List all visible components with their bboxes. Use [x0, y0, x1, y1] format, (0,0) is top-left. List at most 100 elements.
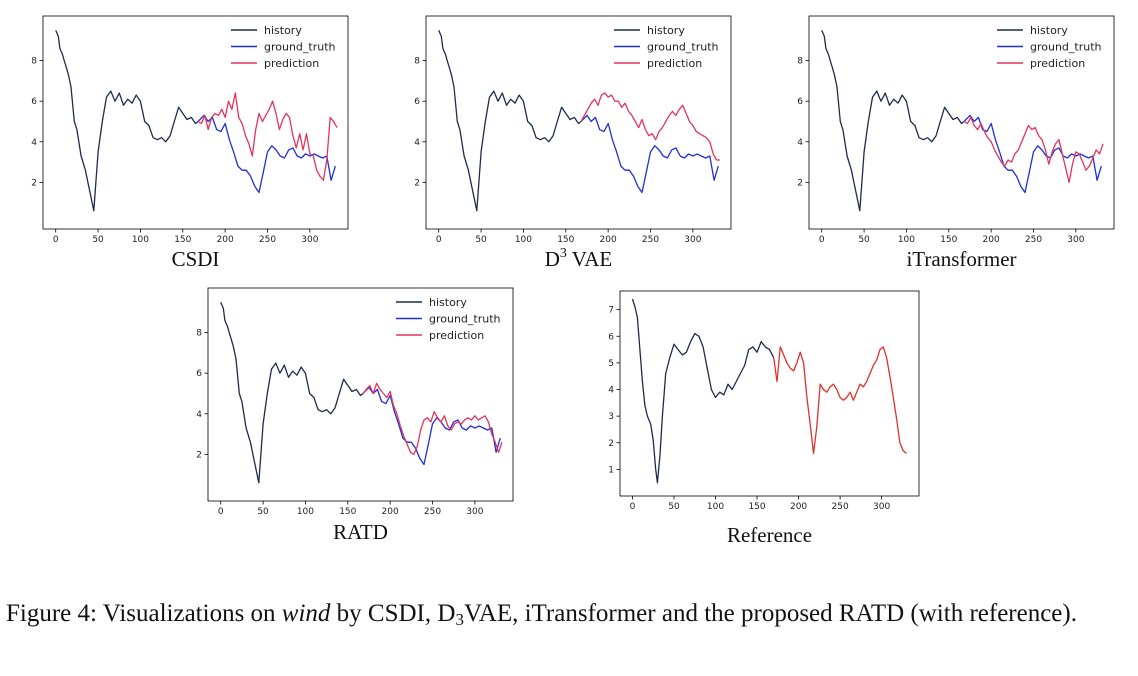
legend-label-prediction: prediction: [264, 57, 319, 70]
x-tick-label: 100: [297, 507, 314, 517]
panel-title: D3 VAE: [545, 246, 613, 271]
series-line-prediction: [580, 92, 720, 161]
legend: history ground_truth prediction: [231, 24, 336, 70]
series-line-history: [438, 29, 582, 212]
series-line-history: [631, 298, 775, 484]
x-tick-label: 150: [748, 502, 765, 512]
x-tick-label: 300: [684, 235, 701, 245]
y-tick-label: 8: [31, 57, 37, 67]
x-tick-label: 0: [436, 235, 442, 245]
legend-label-ground-truth: ground_truth: [429, 313, 501, 326]
legend-label-history: history: [1030, 24, 1068, 37]
x-tick-label: 0: [218, 507, 224, 517]
legend-label-ground-truth: ground_truth: [647, 41, 719, 54]
legend-label-prediction: prediction: [429, 329, 484, 342]
panel-title: RATD: [333, 520, 388, 544]
chart-d-vae: 0 50 100 150 200 250 300 2 4 6 8 history ground_trut…: [414, 15, 732, 271]
x-tick-label: 50: [92, 235, 104, 245]
legend-label-ground-truth: ground_truth: [264, 41, 336, 54]
x-tick-label: 200: [382, 507, 399, 517]
x-tick-label: 250: [424, 507, 441, 517]
x-tick-label: 150: [174, 235, 191, 245]
y-tick-label: 2: [414, 178, 420, 188]
x-tick-label: 200: [600, 235, 617, 245]
y-tick-label: 4: [608, 386, 614, 396]
legend-label-prediction: prediction: [1030, 57, 1085, 70]
y-tick-label: 6: [31, 97, 37, 107]
y-tick-label: 6: [196, 369, 202, 379]
y-tick-label: 4: [414, 138, 420, 148]
legend: history ground_truth prediction: [614, 24, 719, 70]
legend-label-history: history: [429, 296, 467, 309]
panel-title: Reference: [727, 523, 812, 547]
series-line-ground-truth: [362, 386, 501, 466]
y-tick-label: 4: [797, 138, 803, 148]
legend: history ground_truth prediction: [997, 24, 1102, 70]
series-line-ground-truth: [197, 114, 336, 194]
y-tick-label: 4: [31, 138, 37, 148]
x-tick-label: 100: [515, 235, 532, 245]
x-tick-label: 250: [259, 235, 276, 245]
legend: history ground_truth prediction: [396, 296, 501, 342]
x-tick-label: 0: [630, 502, 636, 512]
y-tick-label: 3: [608, 412, 614, 422]
x-tick-label: 100: [132, 235, 149, 245]
y-tick-label: 6: [414, 97, 420, 107]
x-tick-label: 250: [642, 235, 659, 245]
caption-prefix: Figure 4: Visualizations on: [6, 600, 282, 627]
x-tick-label: 50: [668, 502, 680, 512]
panel-title: CSDI: [172, 247, 220, 271]
x-tick-label: 200: [790, 502, 807, 512]
series-line-history: [220, 301, 364, 484]
y-tick-label: 6: [608, 332, 614, 342]
series-line-prediction: [963, 116, 1104, 183]
x-tick-label: 150: [339, 507, 356, 517]
x-tick-label: 0: [53, 235, 59, 245]
caption-part2: VAE, iTransformer and the proposed RATD …: [463, 600, 1077, 627]
y-tick-label: 8: [196, 329, 202, 339]
y-tick-label: 2: [196, 450, 202, 460]
series-line-reference: [773, 346, 907, 455]
plot-frame: [619, 290, 920, 497]
x-tick-label: 150: [557, 235, 574, 245]
caption-italic: wind: [281, 600, 331, 627]
series-line-history: [821, 29, 965, 212]
legend-label-prediction: prediction: [647, 57, 702, 70]
x-tick-label: 100: [898, 235, 915, 245]
y-tick-label: 7: [608, 306, 614, 316]
y-tick-label: 5: [608, 359, 614, 369]
legend-label-ground-truth: ground_truth: [1030, 41, 1102, 54]
legend-label-history: history: [264, 24, 302, 37]
y-tick-label: 2: [31, 178, 37, 188]
chart-ratd: 0 50 100 150 200 250 300 2 4 6 8 history ground_trut…: [196, 287, 514, 544]
y-tick-label: 8: [414, 57, 420, 67]
x-tick-label: 50: [475, 235, 487, 245]
caption-subscript: 3: [455, 610, 464, 629]
x-tick-label: 150: [940, 235, 957, 245]
y-tick-label: 2: [608, 439, 614, 449]
y-tick-label: 1: [608, 465, 614, 475]
x-tick-label: 300: [301, 235, 318, 245]
x-tick-label: 250: [832, 502, 849, 512]
y-tick-label: 8: [797, 57, 803, 67]
caption-part1: by CSDI, D: [330, 600, 456, 627]
x-tick-label: 300: [466, 507, 483, 517]
chart-itransformer: 0 50 100 150 200 250 300 2 4 6 8 history ground_trut…: [797, 15, 1115, 271]
figure-caption: Figure 4: Visualizations on wind by CSDI…: [6, 600, 1134, 628]
x-tick-label: 100: [707, 502, 724, 512]
x-tick-label: 200: [217, 235, 234, 245]
series-line-history: [55, 29, 199, 212]
chart-csdi: 0 50 100 150 200 250 300 2 4 6 8 history ground_trut…: [31, 15, 349, 271]
x-tick-label: 200: [983, 235, 1000, 245]
y-tick-label: 4: [196, 410, 202, 420]
series-line-prediction: [197, 92, 338, 181]
y-tick-label: 6: [797, 97, 803, 107]
y-tick-label: 2: [797, 178, 803, 188]
x-tick-label: 300: [1067, 235, 1084, 245]
legend-label-history: history: [647, 24, 685, 37]
panel-title: iTransformer: [906, 247, 1016, 271]
x-tick-label: 50: [257, 507, 269, 517]
series-line-prediction: [362, 382, 503, 455]
chart-reference: 0 50 100 150 200 250 300 1 2 3 4 5 6 7 Reference: [608, 290, 920, 547]
